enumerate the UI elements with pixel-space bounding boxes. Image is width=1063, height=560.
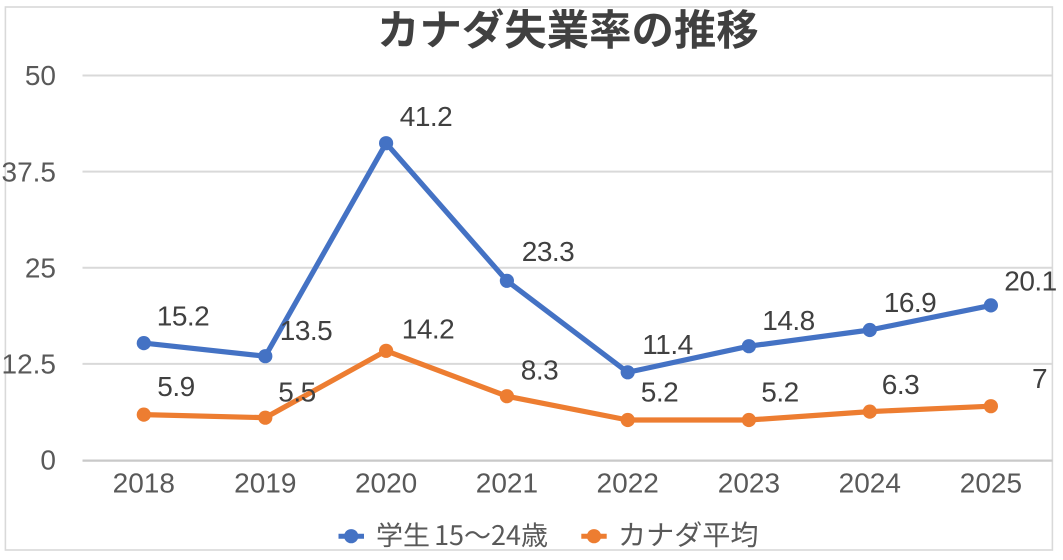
svg-text:25: 25: [25, 253, 56, 284]
svg-text:8.3: 8.3: [521, 355, 558, 386]
svg-text:5.5: 5.5: [278, 377, 315, 408]
svg-text:23.3: 23.3: [522, 236, 575, 267]
svg-text:2018: 2018: [113, 468, 175, 499]
svg-text:2022: 2022: [597, 468, 659, 499]
svg-text:2021: 2021: [476, 468, 538, 499]
svg-text:50: 50: [25, 60, 56, 91]
svg-text:14.8: 14.8: [762, 305, 815, 336]
svg-text:5.2: 5.2: [761, 377, 798, 408]
svg-text:14.2: 14.2: [402, 313, 455, 344]
svg-text:0: 0: [40, 445, 56, 476]
svg-text:2019: 2019: [234, 468, 296, 499]
svg-text:2024: 2024: [839, 468, 901, 499]
svg-text:5.9: 5.9: [157, 371, 194, 402]
svg-text:11.4: 11.4: [642, 329, 692, 360]
svg-text:20.1: 20.1: [1004, 266, 1057, 297]
svg-text:5.2: 5.2: [641, 377, 678, 408]
svg-text:2025: 2025: [960, 468, 1022, 499]
svg-text:41.2: 41.2: [400, 101, 453, 132]
svg-text:16.9: 16.9: [884, 287, 937, 318]
svg-text:7: 7: [1032, 363, 1047, 394]
svg-text:13.5: 13.5: [280, 315, 333, 346]
svg-text:37.5: 37.5: [2, 156, 57, 187]
svg-text:12.5: 12.5: [2, 349, 57, 380]
svg-text:2020: 2020: [355, 468, 417, 499]
svg-text:15.2: 15.2: [157, 301, 210, 332]
svg-text:6.3: 6.3: [882, 369, 919, 400]
svg-text:2023: 2023: [718, 468, 780, 499]
